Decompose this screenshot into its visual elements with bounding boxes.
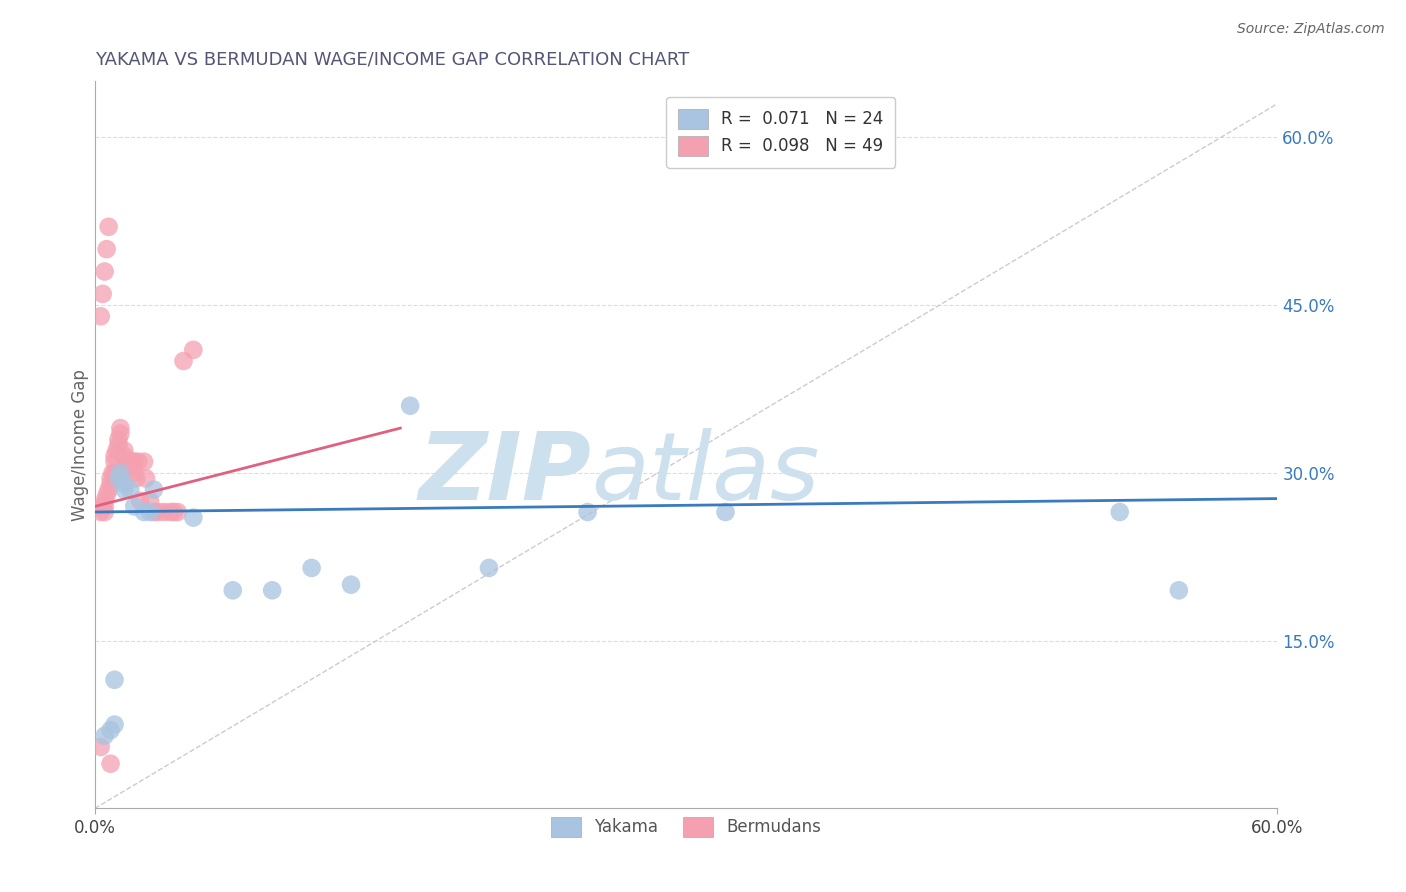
Point: [162, 505, 184, 519]
Point: [1108, 505, 1130, 519]
Point: [112, 449, 135, 463]
Point: [101, 466, 124, 480]
Point: [121, 455, 143, 469]
Point: [478, 561, 501, 575]
Point: [112, 443, 135, 458]
Point: [139, 505, 162, 519]
Point: [112, 477, 135, 491]
Point: [111, 466, 134, 480]
Text: atlas: atlas: [592, 428, 820, 519]
Point: [96, 242, 118, 256]
Point: [93, 505, 115, 519]
Point: [107, 432, 129, 446]
Text: ZIP: ZIP: [419, 428, 592, 520]
Point: [301, 561, 323, 575]
Point: [152, 505, 174, 519]
Point: [125, 471, 148, 485]
Point: [105, 443, 128, 458]
Point: [90, 739, 112, 754]
Point: [103, 673, 125, 687]
Point: [103, 455, 125, 469]
Point: [122, 500, 145, 514]
Point: [90, 505, 112, 519]
Point: [122, 466, 145, 480]
Point: [93, 493, 115, 508]
Point: [127, 455, 149, 469]
Point: [100, 756, 122, 771]
Point: [110, 426, 132, 441]
Point: [135, 471, 157, 485]
Point: [142, 483, 165, 497]
Point: [93, 264, 115, 278]
Point: [93, 500, 115, 514]
Point: [139, 493, 162, 508]
Point: [222, 583, 245, 598]
Point: [91, 286, 114, 301]
Point: [93, 729, 115, 743]
Point: [107, 471, 129, 485]
Point: [183, 510, 205, 524]
Point: [159, 505, 181, 519]
Point: [340, 578, 363, 592]
Point: [103, 449, 125, 463]
Point: [129, 493, 152, 508]
Point: [132, 505, 155, 519]
Point: [122, 455, 145, 469]
Point: [117, 455, 139, 469]
Point: [146, 505, 169, 519]
Point: [107, 438, 129, 452]
Point: [142, 505, 165, 519]
Point: [576, 505, 599, 519]
Point: [132, 455, 155, 469]
Point: [97, 483, 120, 497]
Point: [714, 505, 737, 519]
Legend: Yakama, Bermudans: Yakama, Bermudans: [544, 810, 828, 844]
Text: YAKAMA VS BERMUDAN WAGE/INCOME GAP CORRELATION CHART: YAKAMA VS BERMUDAN WAGE/INCOME GAP CORRE…: [94, 51, 689, 69]
Point: [103, 717, 125, 731]
Y-axis label: Wage/Income Gap: Wage/Income Gap: [72, 369, 89, 521]
Point: [91, 500, 114, 514]
Point: [262, 583, 284, 598]
Point: [120, 483, 142, 497]
Point: [399, 399, 422, 413]
Point: [103, 466, 125, 480]
Point: [100, 477, 122, 491]
Point: [166, 505, 188, 519]
Point: [110, 421, 132, 435]
Point: [103, 471, 125, 485]
Point: [115, 455, 138, 469]
Point: [100, 471, 122, 485]
Point: [90, 310, 112, 324]
Point: [120, 460, 142, 475]
Point: [96, 488, 118, 502]
Point: [100, 723, 122, 738]
Point: [183, 343, 205, 357]
Point: [110, 466, 132, 480]
Point: [112, 483, 135, 497]
Point: [173, 354, 195, 368]
Point: [1167, 583, 1189, 598]
Text: Source: ZipAtlas.com: Source: ZipAtlas.com: [1237, 22, 1385, 37]
Point: [97, 219, 120, 234]
